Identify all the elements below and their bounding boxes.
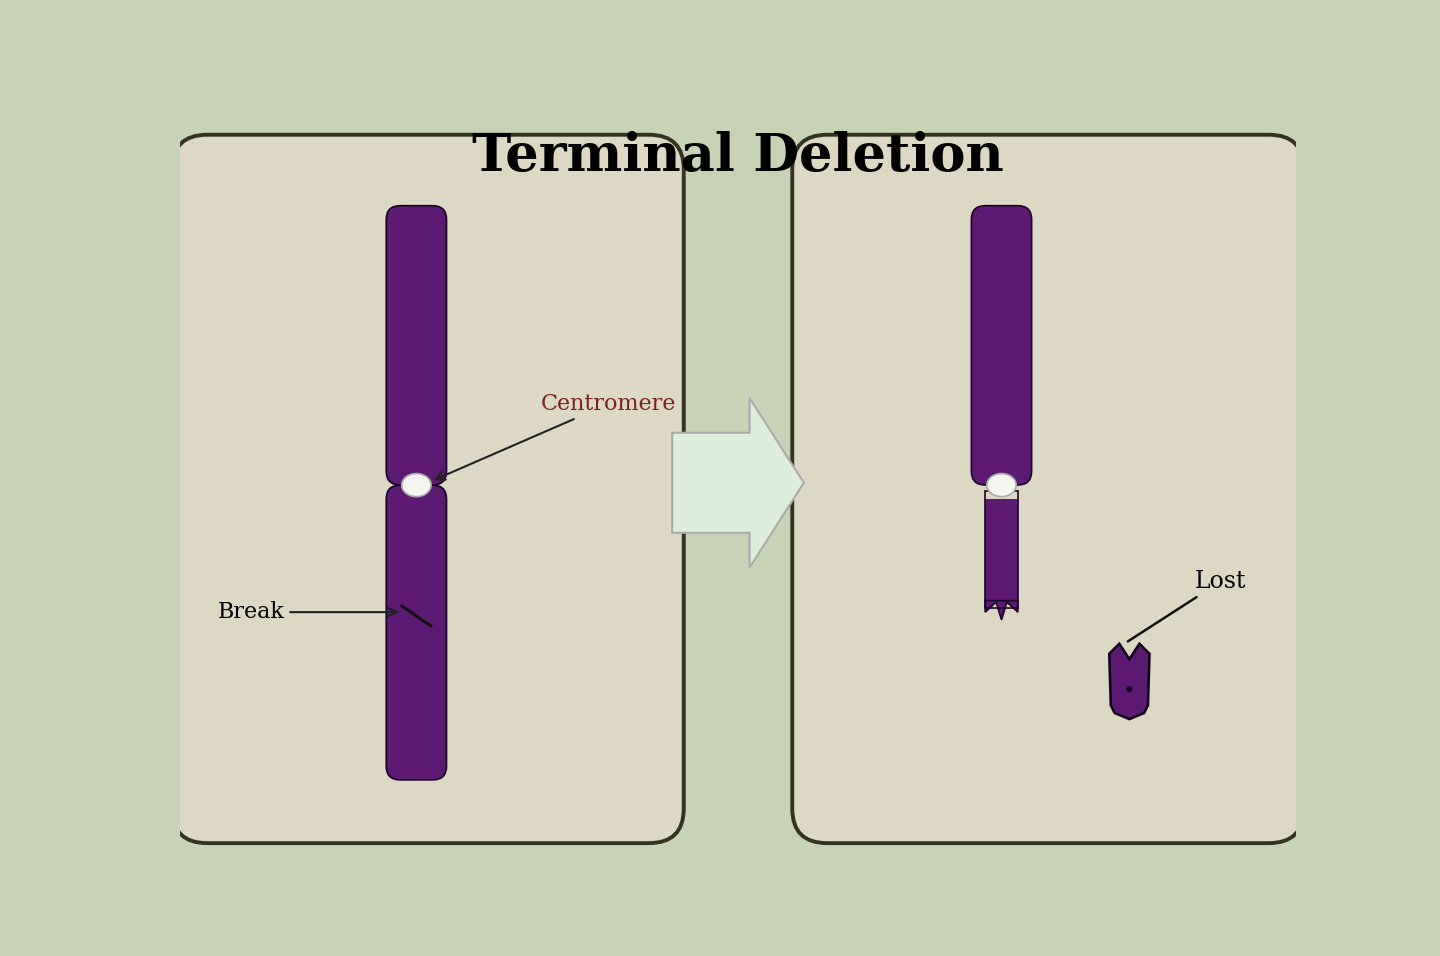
FancyBboxPatch shape [972,206,1031,485]
FancyBboxPatch shape [792,135,1303,843]
Text: Lost: Lost [1128,570,1247,641]
FancyBboxPatch shape [985,499,1018,604]
Circle shape [1126,686,1132,692]
Ellipse shape [402,473,431,496]
Text: Terminal Deletion: Terminal Deletion [472,131,1004,182]
Text: Break: Break [217,601,396,623]
FancyBboxPatch shape [386,486,446,780]
Text: Centromere: Centromere [436,393,675,480]
Polygon shape [985,600,1018,619]
Ellipse shape [986,473,1017,496]
FancyBboxPatch shape [173,135,684,843]
FancyBboxPatch shape [386,206,446,485]
Polygon shape [1109,643,1149,719]
Polygon shape [672,398,804,568]
